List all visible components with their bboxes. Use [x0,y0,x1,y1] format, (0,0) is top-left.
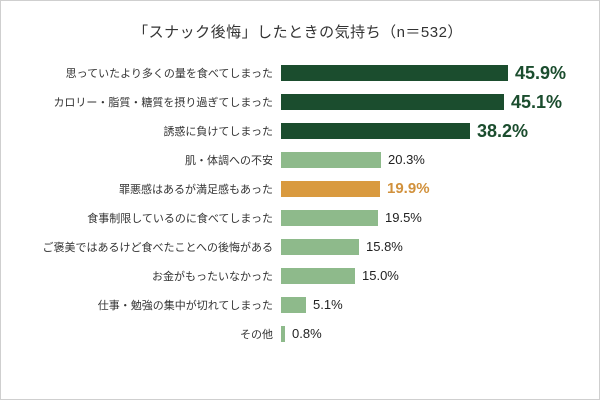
category-label: カロリー・脂質・糖質を摂り過ぎてしまった [53,96,273,109]
bar-track: 45.9% [281,64,587,82]
value-label: 20.3% [388,152,425,167]
bar-track: 0.8% [281,325,587,342]
value-label: 45.9% [515,62,567,83]
value-label: 19.9% [387,180,430,197]
category-label: 誘惑に負けてしまった [163,125,273,138]
bar-row: 罪悪感はあるが満足感もあった 19.9% [9,174,587,203]
bar [281,209,378,226]
value-label: 38.2% [477,120,529,141]
bar-row: 肌・体調への不安 20.3% [9,145,587,174]
bar-track: 19.5% [281,209,587,226]
bar-track: 15.0% [281,267,587,284]
bar [281,64,508,81]
bar-row: 思っていたより多くの量を食べてしまった 45.9% [9,58,587,87]
value-label: 0.8% [292,326,322,341]
bar [281,151,381,168]
bar-row: 食事制限しているのに食べてしまった 19.5% [9,203,587,232]
bar-track: 45.1% [281,93,587,111]
bar-row: 仕事・勉強の集中が切れてしまった 5.1% [9,290,587,319]
bar-row: カロリー・脂質・糖質を摂り過ぎてしまった 45.1% [9,87,587,116]
bar [281,122,470,139]
value-label: 45.1% [511,91,563,112]
bar-row: その他 0.8% [9,319,587,348]
bar-row: お金がもったいなかった 15.0% [9,261,587,290]
bar-track: 5.1% [281,296,587,313]
bar-row: 誘惑に負けてしまった 38.2% [9,116,587,145]
bar [281,296,306,313]
category-label: 食事制限しているのに食べてしまった [87,212,273,225]
bar [281,325,285,342]
category-label: 思っていたより多くの量を食べてしまった [65,67,273,80]
bar-chart: 思っていたより多くの量を食べてしまった 45.9% カロリー・脂質・糖質を摂り過ぎて… [9,58,587,348]
bar-track: 15.8% [281,238,587,255]
category-label: 罪悪感はあるが満足感もあった [119,183,273,196]
bar-row: ご褒美ではあるけど食べたことへの後悔がある 15.8% [9,232,587,261]
category-label: 仕事・勉強の集中が切れてしまった [97,299,273,312]
value-label: 15.8% [366,239,403,254]
category-label: お金がもったいなかった [152,270,273,283]
bar [281,93,504,110]
chart-title: 「スナック後悔」したときの気持ち（n＝532） [133,24,463,41]
category-label: ご褒美ではあるけど食べたことへの後悔がある [42,241,273,254]
bar-track: 20.3% [281,151,587,168]
bar [281,180,380,197]
bar [281,267,355,284]
category-label: その他 [240,328,273,341]
bar [281,238,359,255]
bar-track: 38.2% [281,122,587,140]
value-label: 5.1% [313,297,343,312]
value-label: 15.0% [362,268,399,283]
value-label: 19.5% [385,210,422,225]
bar-track: 19.9% [281,180,587,197]
category-label: 肌・体調への不安 [185,154,273,167]
